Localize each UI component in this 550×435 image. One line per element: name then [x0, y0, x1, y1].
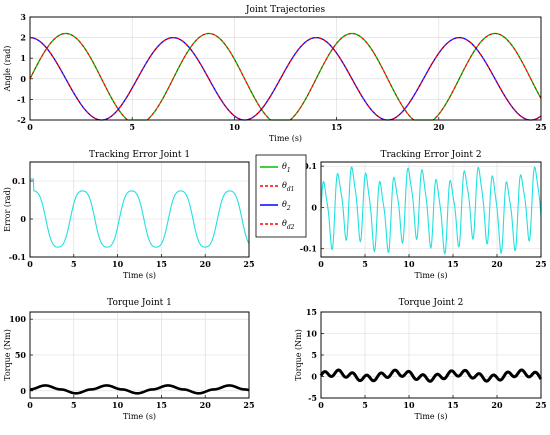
y-tick-label: -0.1 — [300, 244, 317, 254]
x-tick-label: 15 — [447, 400, 458, 410]
y-tick-label: 100 — [9, 314, 26, 324]
plot-frame — [320, 311, 542, 399]
legend-label: θd2 — [282, 219, 295, 231]
x-tick-label: 15 — [447, 259, 458, 269]
x-tick-label: 25 — [535, 259, 546, 269]
legend-label: θ2 — [282, 200, 291, 212]
x-tick-label: 5 — [129, 122, 135, 132]
x-tick-label: 0 — [27, 259, 33, 269]
series-line-traj-3 — [29, 37, 542, 121]
x-tick-label: 0 — [318, 400, 324, 410]
y-tick-label: 0 — [311, 202, 317, 212]
x-tick-label: 10 — [112, 259, 124, 269]
y-tick-label: -0.1 — [9, 252, 26, 262]
y-axis-label: Torque (Nm) — [294, 329, 303, 381]
x-tick-label: 25 — [535, 122, 546, 132]
x-tick-label: 20 — [200, 259, 212, 269]
chart-title: Tracking Error Joint 1 — [89, 150, 190, 160]
chart-title: Torque Joint 2 — [399, 298, 464, 308]
y-tick-label: 3 — [20, 12, 26, 22]
x-tick-label: 5 — [362, 400, 368, 410]
series-line-err1-0 — [30, 178, 250, 248]
y-tick-label: 5 — [311, 350, 317, 360]
y-axis-label: Angle (rad) — [3, 46, 12, 93]
y-tick-label: 0 — [20, 74, 26, 84]
x-tick-label: 20 — [491, 259, 503, 269]
series-line-tq1-0 — [30, 384, 250, 395]
x-tick-label: 20 — [433, 122, 445, 132]
x-tick-label: 0 — [318, 259, 324, 269]
chart-title: Torque Joint 1 — [107, 298, 172, 308]
y-tick-label: 15 — [306, 307, 317, 317]
legend-label: θd1 — [282, 181, 295, 193]
x-tick-label: 5 — [71, 400, 77, 410]
x-tick-label: 10 — [403, 259, 415, 269]
plot-frame — [29, 161, 250, 258]
y-tick-label: 50 — [15, 350, 27, 360]
y-tick-label: 0.1 — [12, 176, 26, 186]
x-tick-label: 25 — [243, 400, 254, 410]
y-tick-label: 0.1 — [303, 161, 317, 171]
plot-area — [320, 161, 542, 258]
plot-frame — [320, 161, 542, 258]
series-line-err2-0 — [320, 166, 542, 255]
x-tick-label: 10 — [229, 122, 241, 132]
x-axis-label: Time (s) — [414, 412, 447, 421]
chart-title: Joint Trajectories — [245, 5, 326, 15]
y-tick-label: -5 — [308, 393, 317, 403]
series-line-tq2-0 — [319, 368, 543, 383]
legend-box — [255, 154, 307, 238]
y-tick-label: 0 — [20, 386, 26, 396]
chart-traj: 0 5 10 15 20 25 -2 -1 0 1 2 3 Joint Trajectories Time… — [3, 5, 547, 143]
x-tick-label: 0 — [27, 400, 33, 410]
plot-frame — [29, 16, 542, 121]
x-axis-label: Time (s) — [123, 271, 156, 280]
chart-tq1: 0 5 10 15 20 25 0 50 100 Torque Joint 1 Time (s) To… — [3, 298, 255, 421]
y-tick-label: -2 — [17, 115, 26, 125]
y-tick-label: 2 — [20, 33, 26, 43]
x-tick-label: 10 — [403, 400, 415, 410]
x-tick-label: 25 — [243, 259, 254, 269]
x-axis-label: Time (s) — [123, 412, 156, 421]
chart-title: Tracking Error Joint 2 — [380, 150, 481, 160]
y-axis-label: Error (rad) — [3, 187, 12, 232]
x-tick-label: 15 — [156, 400, 167, 410]
x-tick-label: 15 — [331, 122, 342, 132]
legend: θ1 θd1 θ2 θd2 — [255, 154, 307, 238]
x-tick-label: 15 — [156, 259, 167, 269]
y-tick-label: 1 — [20, 53, 26, 63]
x-tick-label: 20 — [200, 400, 212, 410]
x-tick-label: 5 — [362, 259, 368, 269]
x-tick-label: 10 — [112, 400, 124, 410]
x-axis-label: Time (s) — [269, 134, 302, 143]
y-tick-label: 0 — [311, 372, 317, 382]
x-tick-label: 20 — [491, 400, 503, 410]
y-axis-label: Torque (Nm) — [3, 329, 12, 381]
legend-label: θ1 — [282, 162, 291, 174]
y-tick-label: 10 — [306, 329, 318, 339]
x-tick-label: 25 — [535, 400, 546, 410]
plot-area — [29, 161, 250, 258]
y-tick-label: 0 — [20, 214, 26, 224]
y-tick-label: -1 — [17, 94, 26, 104]
plot-frame — [29, 311, 250, 399]
x-axis-label: Time (s) — [414, 271, 447, 280]
x-tick-label: 5 — [71, 259, 77, 269]
x-tick-label: 0 — [27, 122, 33, 132]
